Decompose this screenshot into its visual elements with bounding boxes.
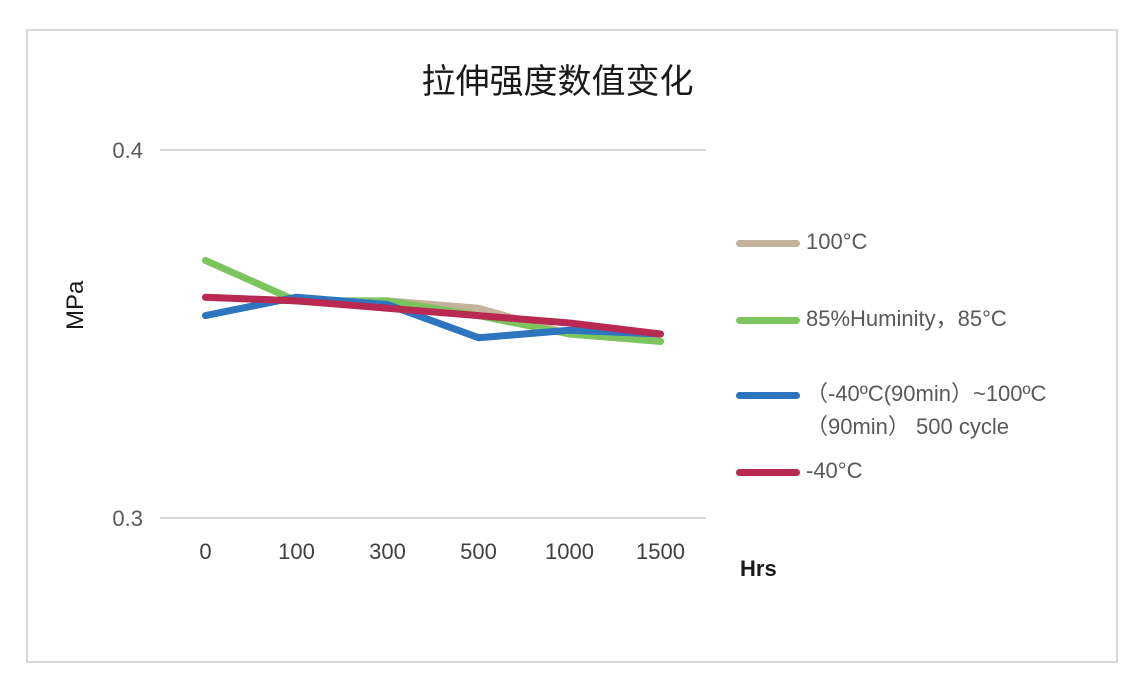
y-tick-label: 0.4 [112, 138, 143, 163]
y-tick-label: 0.3 [112, 506, 143, 531]
x-tick-label: 100 [278, 539, 315, 564]
legend-label-thermal-cycle-line2: （90min） 500 cycle [806, 414, 1009, 439]
legend-swatch-100c [736, 240, 800, 247]
series-line-minus40c [202, 293, 664, 338]
series-line-85-humidity [202, 256, 664, 345]
x-tick-label: 1500 [636, 539, 685, 564]
chart-frame [26, 29, 1118, 663]
legend-swatch-85-humidity [736, 317, 800, 324]
x-axis-label: Hrs [740, 556, 777, 581]
chart-title: 拉伸强度数值变化 [421, 62, 694, 102]
legend-label-thermal-cycle-line1: （-40ºC(90min）~100ºC [806, 381, 1047, 406]
x-tick-label: 0 [199, 539, 211, 564]
x-tick-label: 300 [369, 539, 406, 564]
legend-swatch-thermal-cycle [736, 392, 800, 399]
x-tick-label: 500 [460, 539, 497, 564]
x-tick-label: 1000 [545, 539, 594, 564]
legend-label-100c: 100°C [806, 229, 868, 254]
legend-label-85-humidity: 85%Huminity，85°C [806, 306, 1007, 331]
legend-label-minus40c: -40°C [806, 458, 863, 483]
legend-swatch-minus40c [736, 469, 800, 476]
